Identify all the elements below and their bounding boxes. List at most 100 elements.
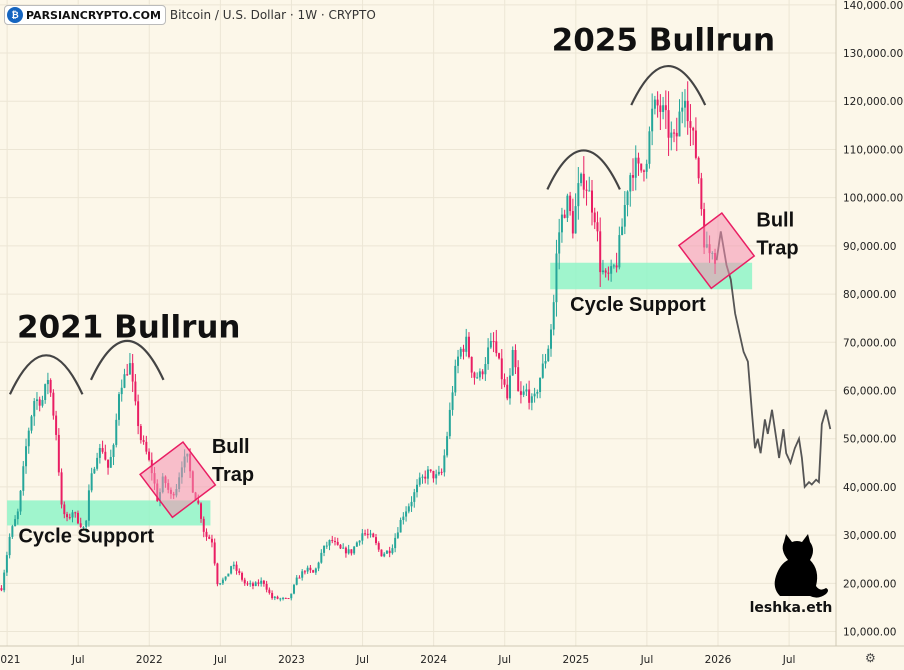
candle-body xyxy=(402,516,405,521)
candle-body xyxy=(681,107,684,112)
candle-body xyxy=(621,226,624,236)
candle-body xyxy=(35,399,38,402)
x-tick-label: 2021 xyxy=(0,654,20,666)
candle-body xyxy=(216,563,219,585)
candle-body xyxy=(391,548,394,554)
candle-body xyxy=(547,348,550,362)
candle-body xyxy=(276,596,279,599)
candle-body xyxy=(492,341,495,343)
candle-body xyxy=(604,270,607,273)
candle-body xyxy=(235,564,238,571)
candle-body xyxy=(197,500,200,504)
candle-body xyxy=(495,341,498,354)
candle-body xyxy=(632,175,635,178)
candle-body xyxy=(93,468,96,474)
candle-body xyxy=(213,542,216,564)
candle-body xyxy=(413,492,416,502)
candle-body xyxy=(582,173,585,190)
candle-body xyxy=(303,571,306,573)
candle-body xyxy=(142,440,145,442)
candle-body xyxy=(694,130,697,158)
candle-body xyxy=(574,206,577,234)
candle-body xyxy=(22,466,25,491)
watermark-badge[interactable]: ₿ PARSIANCRYPTO.COM xyxy=(4,5,166,25)
candle-body xyxy=(375,537,378,544)
candle-body xyxy=(85,520,88,527)
candle-body xyxy=(607,272,610,274)
candle-body xyxy=(601,270,604,273)
candle-body xyxy=(71,512,74,518)
candle-body xyxy=(549,329,552,349)
candle-body xyxy=(618,235,621,268)
candle-body xyxy=(312,570,315,573)
x-axis: 2021 Jul 2022 Jul 2023 Jul 2024 Jul 2025 Jul 2026 J… xyxy=(0,654,795,666)
candle-body xyxy=(522,391,525,395)
top-arc xyxy=(89,339,165,381)
candle-body xyxy=(659,105,662,112)
candle-body xyxy=(484,364,487,375)
candle-body xyxy=(328,540,331,546)
candle-body xyxy=(200,503,203,519)
candle-body xyxy=(664,105,667,111)
candle-body xyxy=(301,571,304,578)
x-tick-label: 2026 xyxy=(705,654,732,666)
candle-body xyxy=(325,545,328,547)
chart-header: ₿ PARSIANCRYPTO.COM Bitcoin / U.S. Dolla… xyxy=(4,2,376,28)
bullrun-title: 2025 Bullrun xyxy=(552,23,775,59)
candle-body xyxy=(626,191,629,206)
candle-body xyxy=(421,476,424,478)
candle-body xyxy=(120,387,123,395)
symbol-title: Bitcoin / U.S. Dollar · 1W · CRYPTO xyxy=(169,8,376,22)
candle-body xyxy=(364,533,367,535)
candle-body xyxy=(571,211,574,234)
candle-body xyxy=(599,231,602,273)
y-tick-label: 120,000.00 xyxy=(843,96,903,108)
candle-body xyxy=(33,401,36,417)
candle-body xyxy=(224,576,227,580)
y-tick-label: 100,000.00 xyxy=(843,193,903,205)
candle-body xyxy=(63,504,66,515)
bull-trap-diamond xyxy=(139,440,217,519)
top-arc xyxy=(630,64,707,106)
candle-body xyxy=(287,598,290,600)
candle-body xyxy=(648,131,651,164)
candle-body xyxy=(82,526,85,528)
candle-body xyxy=(478,371,481,378)
candle-body xyxy=(87,490,90,521)
candle-body xyxy=(686,100,689,122)
candle-body xyxy=(306,567,309,572)
candle-body xyxy=(697,157,700,179)
y-tick-label: 30,000.00 xyxy=(843,530,896,542)
candle-body xyxy=(342,547,345,549)
gear-icon[interactable]: ⚙ xyxy=(865,651,876,665)
candle-body xyxy=(503,379,506,385)
candle-body xyxy=(331,540,334,542)
candle-body xyxy=(208,536,211,539)
candle-body xyxy=(30,416,33,431)
candle-body xyxy=(416,484,419,493)
candle-body xyxy=(336,541,339,545)
candle-body xyxy=(5,555,8,573)
candle-body xyxy=(506,384,509,399)
candle-body xyxy=(544,361,547,364)
bull-trap-label: Bull xyxy=(212,436,250,458)
candle-body xyxy=(323,545,326,553)
candle-body xyxy=(101,447,104,452)
candle-body xyxy=(410,501,413,507)
candle-body xyxy=(629,175,632,192)
parsiancrypto-logo-icon: ₿ xyxy=(7,7,23,23)
candle-body xyxy=(678,111,681,137)
candle-body xyxy=(519,391,522,395)
top-arcs xyxy=(8,64,707,395)
candle-body xyxy=(593,212,596,223)
candle-body xyxy=(265,583,268,590)
x-tick-label: 2025 xyxy=(562,654,589,666)
candle-body xyxy=(670,132,673,138)
x-tick-label: Jul xyxy=(71,654,85,666)
candle-body xyxy=(202,518,205,532)
candle-body xyxy=(366,533,369,535)
projection xyxy=(715,231,832,490)
candle-body xyxy=(3,572,6,591)
candle-body xyxy=(117,394,120,420)
